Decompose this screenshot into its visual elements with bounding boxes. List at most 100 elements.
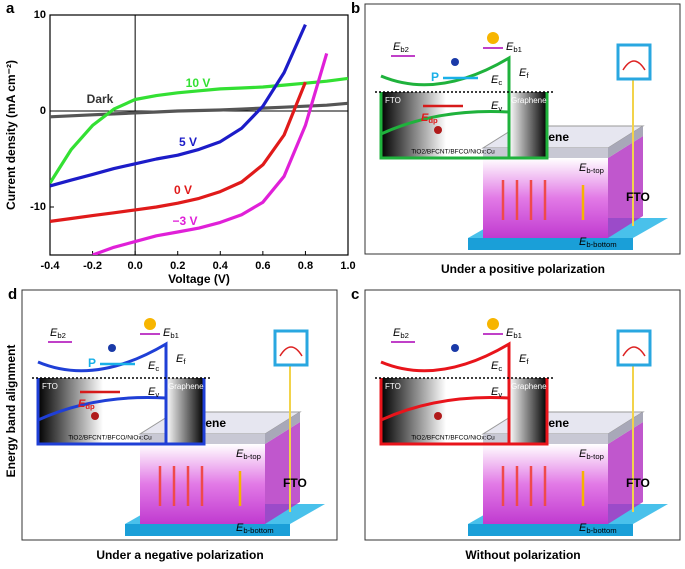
caption: Without polarization <box>465 548 580 562</box>
curves <box>50 23 348 255</box>
ef-label: Ef <box>519 353 529 366</box>
electron <box>451 58 459 66</box>
edp-label-sub: dp <box>85 402 95 411</box>
x-tick-label: 0.2 <box>170 260 185 272</box>
material-label: TiO2/BFCNT/BFCO/NiOx:Cu <box>411 149 495 156</box>
material-label: TiO2/BFCNT/BFCO/NiOx:Cu <box>411 435 495 442</box>
panel-frame <box>21 289 338 541</box>
band-outline <box>36 341 206 446</box>
edp-label: Edp <box>421 112 438 125</box>
eb-bottom-label-sub: b-bottom <box>586 240 616 249</box>
eb2-label-main: E <box>393 41 401 53</box>
x-tick-label: 0.6 <box>255 260 270 272</box>
panel-b: b Under a positive polarization Graphene FT… <box>351 0 681 276</box>
ef-label-sub: f <box>526 357 529 366</box>
series-label: −3 V <box>172 214 197 228</box>
eb1-label-sub: b1 <box>170 331 179 340</box>
panel-letter: d <box>8 286 17 303</box>
series-label: 0 V <box>174 183 192 197</box>
eb-top-label: Eb-top <box>236 448 261 461</box>
eb-top-label: Eb-top <box>579 448 604 461</box>
meter-dial <box>622 346 646 357</box>
y-axis-label: Current density (mA cm⁻²) <box>4 60 18 210</box>
x-tick-label: -0.2 <box>83 260 102 272</box>
ec-label-main: E <box>491 74 499 86</box>
ef-label-sub: f <box>183 357 186 366</box>
eb-top-label-main: E <box>236 448 244 460</box>
slab-fto-label: FTO <box>626 476 650 490</box>
series-label: Dark <box>87 92 114 106</box>
eb2-label-main: E <box>50 327 58 339</box>
valence-band <box>37 396 167 422</box>
eb2-label: Eb2 <box>50 327 66 340</box>
graphene-side <box>608 412 643 444</box>
panel-frame <box>364 3 681 255</box>
fto-band-box <box>38 378 103 444</box>
panel-frame <box>364 289 681 541</box>
edp-label-main: E <box>421 112 429 124</box>
band-graphene-label: Graphene <box>168 382 204 391</box>
fto-band-box <box>381 378 446 444</box>
material-label: TiO2/BFCNT/BFCO/NiOx:Cu <box>68 435 152 442</box>
ec-label-main: E <box>148 360 156 372</box>
curve <box>50 81 307 223</box>
band-graphene-label: Graphene <box>511 382 547 391</box>
graphene-band-box <box>509 378 547 444</box>
edp-label: Edp <box>78 398 95 411</box>
eb2-label-sub: b2 <box>57 331 66 340</box>
y-tick-label: 10 <box>34 9 46 21</box>
eb2-label: Eb2 <box>393 327 409 340</box>
eb1-label-main: E <box>506 41 514 53</box>
sun <box>487 32 499 44</box>
eb1-label: Eb1 <box>163 327 179 340</box>
eb-bottom-label: Eb-bottom <box>579 236 617 249</box>
electron <box>451 344 459 352</box>
ec-label-sub: c <box>498 364 502 373</box>
eb1-label: Eb1 <box>506 327 522 340</box>
ef-label-main: E <box>519 353 527 365</box>
band-fto-label: FTO <box>42 382 58 391</box>
eb-top-label: Eb-top <box>579 162 604 175</box>
x-axis-label: Voltage (V) <box>168 272 230 286</box>
meter <box>273 329 309 367</box>
eb1-label-sub: b1 <box>513 45 522 54</box>
ef-label-main: E <box>519 67 527 79</box>
slab-fto-label: FTO <box>626 190 650 204</box>
eb-top-label-sub: b-top <box>243 452 261 461</box>
eb2-label-sub: b2 <box>400 45 409 54</box>
y-tick-label: 0 <box>40 105 46 117</box>
band-graphene-label: Graphene <box>511 96 547 105</box>
hole <box>91 412 99 420</box>
x-tick-label: 0.4 <box>213 260 229 272</box>
ef-label: Ef <box>176 353 186 366</box>
fto-base-front <box>125 524 290 536</box>
band-outline <box>379 55 549 160</box>
plot-frame <box>49 14 349 256</box>
band-fto-label: FTO <box>385 382 401 391</box>
slab-side <box>608 136 643 238</box>
sun <box>487 318 499 330</box>
eb-top-label-sub: b-top <box>586 452 604 461</box>
caption: Under a positive polarization <box>441 262 605 276</box>
eb-bottom-label: Eb-bottom <box>236 522 274 535</box>
eb1-label-sub: b1 <box>513 331 522 340</box>
ev-label: Ev <box>491 386 502 399</box>
fto-base-front <box>468 524 633 536</box>
ev-label-sub: v <box>155 390 159 399</box>
curve <box>92 52 329 255</box>
eb-bottom-label-sub: b-bottom <box>243 526 273 535</box>
hole <box>434 412 442 420</box>
ev-label: Ev <box>491 100 502 113</box>
curve <box>50 101 348 119</box>
ev-label-main: E <box>491 100 499 112</box>
curve <box>50 76 348 184</box>
band-diagram: FTO Graphene TiO2/BFCNT/BFCO/NiOx:Cu Eb2 Eb1… <box>375 318 555 446</box>
ec-label-sub: c <box>498 78 502 87</box>
meter-dial <box>279 346 303 357</box>
meter-dial <box>622 60 646 71</box>
valence-band <box>380 396 510 422</box>
x-tick-label: 1.0 <box>340 260 355 272</box>
edp-label-sub: dp <box>428 116 438 125</box>
